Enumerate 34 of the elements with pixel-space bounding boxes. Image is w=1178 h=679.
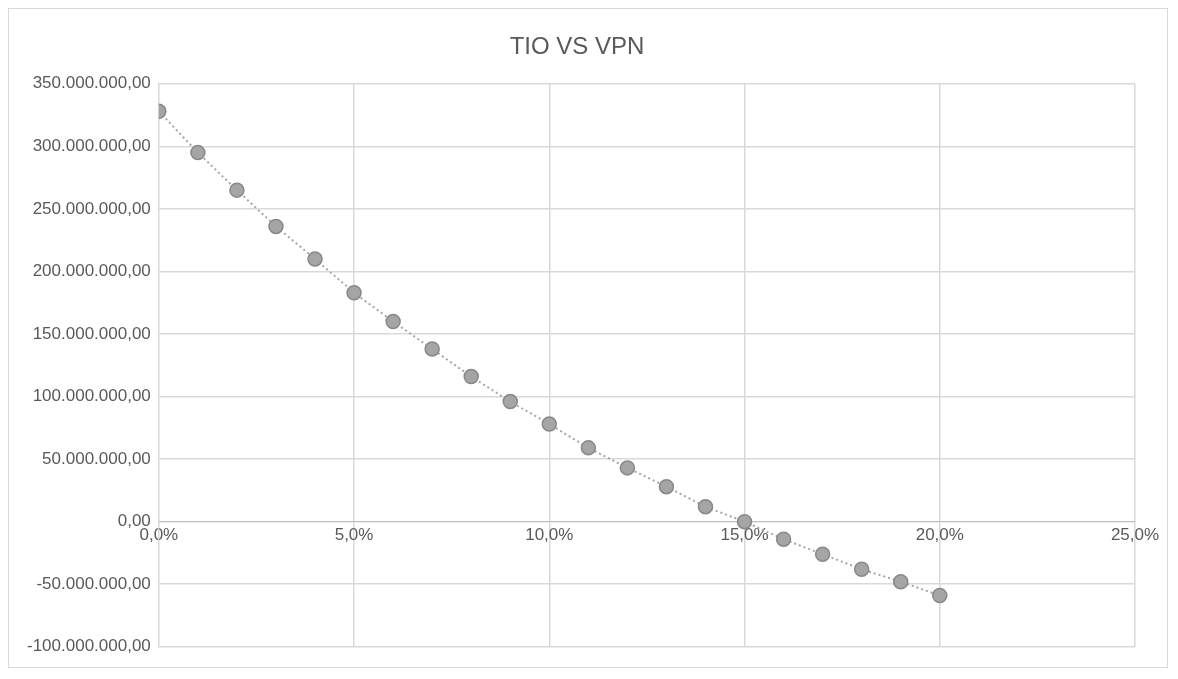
y-tick-label: 350.000.000,00 xyxy=(32,73,151,93)
point xyxy=(697,498,714,515)
point xyxy=(853,561,870,577)
point xyxy=(580,440,597,456)
point xyxy=(658,478,675,495)
x-tick-label: 10,0% xyxy=(525,524,574,544)
point xyxy=(229,182,245,198)
point xyxy=(619,460,636,476)
point xyxy=(346,284,362,301)
point xyxy=(385,313,401,330)
point xyxy=(268,218,284,235)
point xyxy=(814,546,831,562)
x-tick-label: 15,0% xyxy=(720,524,769,544)
y-tick-label: 50.000.000,00 xyxy=(42,448,151,468)
x-tick-label: 5,0% xyxy=(334,524,374,544)
x-tick-label: 20,0% xyxy=(915,524,964,544)
point xyxy=(307,251,323,267)
y-tick-label: -100.000.000,00 xyxy=(26,636,151,656)
point xyxy=(502,393,518,410)
y-tick-label: 300.000.000,00 xyxy=(32,136,151,156)
chart-title: TIO VS VPN xyxy=(509,32,645,60)
y-tick-label: 250.000.000,00 xyxy=(32,198,151,218)
point xyxy=(463,368,479,385)
y-tick-label: 100.000.000,00 xyxy=(32,386,151,406)
y-tick-label: -50.000.000,00 xyxy=(36,573,151,593)
y-tick-label: 200.000.000,00 xyxy=(32,261,151,281)
y-tick-label: 150.000.000,00 xyxy=(32,323,151,343)
point xyxy=(541,416,558,432)
point xyxy=(892,573,909,590)
x-tick-label: 25,0% xyxy=(1110,524,1160,544)
point xyxy=(775,531,792,547)
point xyxy=(190,144,206,161)
point xyxy=(932,587,948,604)
point xyxy=(424,341,440,357)
